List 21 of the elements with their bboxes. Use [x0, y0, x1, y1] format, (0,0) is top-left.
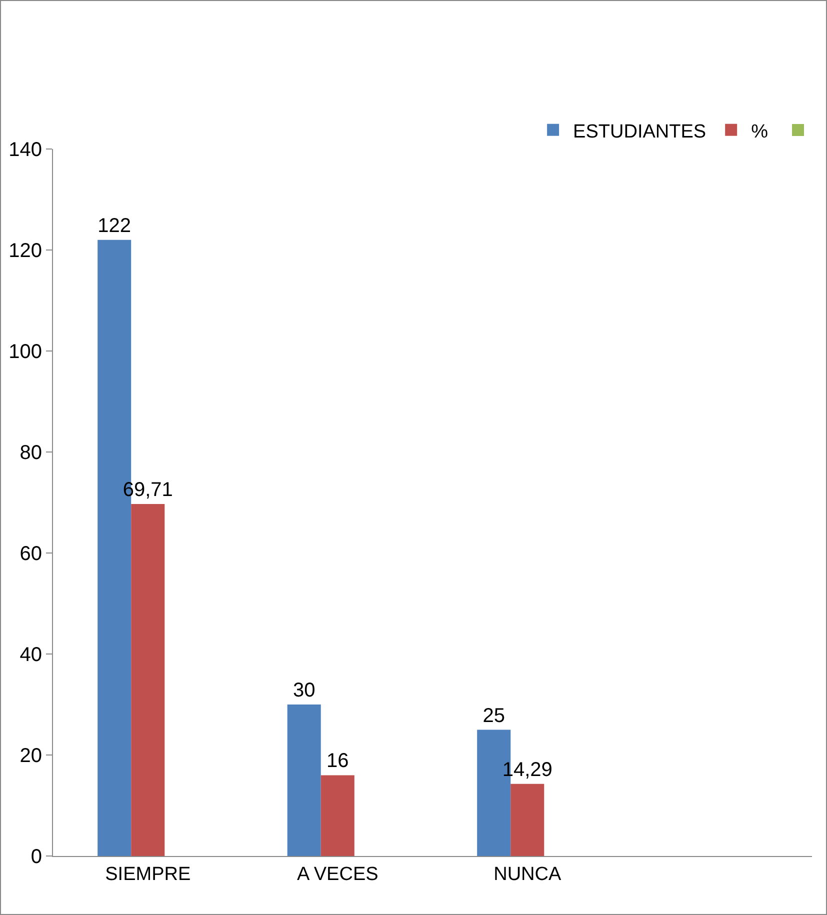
- legend-label: ESTUDIANTES: [573, 121, 706, 142]
- data-label: 30: [292, 680, 316, 702]
- legend-label: %: [751, 121, 768, 142]
- data-label: 25: [482, 704, 505, 727]
- y-tick-label: 0: [30, 846, 42, 868]
- bar: [510, 784, 544, 856]
- y-tick-label: 20: [20, 745, 42, 767]
- bar: [131, 504, 165, 856]
- data-label: 16: [326, 750, 349, 772]
- y-tick-label: 140: [8, 139, 42, 161]
- y-tick-label: 120: [8, 240, 42, 262]
- y-tick-label: 40: [20, 644, 42, 666]
- y-tick-label: 60: [20, 543, 42, 565]
- data-label: 122: [98, 214, 132, 237]
- x-tick-label: SIEMPRE: [105, 864, 191, 885]
- bar: [320, 775, 354, 856]
- x-tick-label: A VECES: [296, 864, 378, 885]
- y-tick-label: 100: [8, 341, 42, 363]
- y-tick-label: 80: [20, 442, 42, 464]
- bar: [287, 704, 321, 856]
- x-tick-label: NUNCA: [494, 864, 562, 885]
